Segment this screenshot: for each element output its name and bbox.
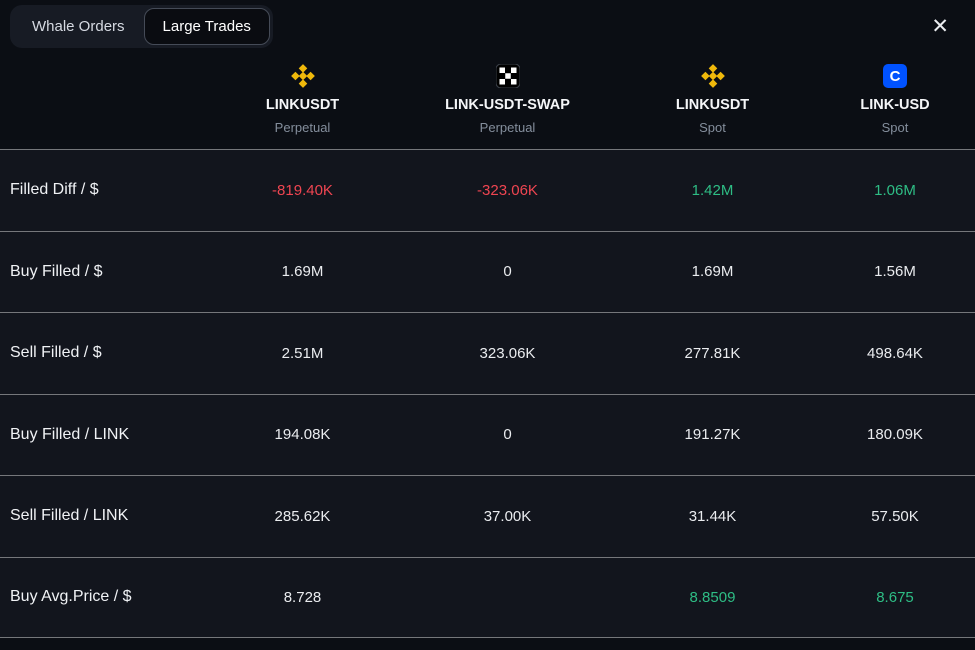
tab-whale-orders[interactable]: Whale Orders	[32, 18, 125, 35]
metrics-table: Filled Diff / $ -819.40K -323.06K 1.42M …	[0, 149, 975, 638]
cell: 2.51M	[200, 345, 405, 362]
cell: 1.56M	[815, 263, 975, 280]
column-market: Spot	[881, 120, 909, 135]
cell-value: 194.08K	[274, 426, 331, 444]
cell: 277.81K	[610, 345, 815, 362]
cell: 191.27K	[610, 426, 815, 443]
cell: 180.09K	[815, 426, 975, 443]
cell: 194.08K	[200, 426, 405, 443]
cell: 1.69M	[610, 263, 815, 280]
cell-value: 37.00K	[483, 507, 532, 525]
cell: 31.44K	[610, 508, 815, 525]
cell-value: 277.81K	[684, 344, 741, 362]
column-symbol: LINKUSDT	[675, 97, 750, 113]
cell-value: -819.40K	[272, 181, 333, 199]
row-label: Buy Filled / LINK	[10, 425, 130, 443]
table-row: Sell Filled / $ 2.51M 323.06K 277.81K 49…	[0, 312, 975, 394]
cell: 57.50K	[815, 508, 975, 525]
cell-value: 0	[503, 263, 512, 281]
table-row: Buy Avg.Price / $ 8.728 8.8509 8.675	[0, 556, 975, 638]
cell: 0	[405, 426, 610, 443]
cell-value: 1.56M	[874, 263, 916, 281]
column-symbol: LINK-USDT-SWAP	[445, 97, 570, 113]
cell-value: 8.728	[283, 588, 322, 606]
cell-value: -323.06K	[477, 181, 538, 199]
column-market: Spot	[699, 120, 726, 135]
column-symbol: LINKUSDT	[265, 97, 340, 113]
coinbase-letter: C	[883, 64, 907, 88]
table-row: Sell Filled / LINK 285.62K 37.00K 31.44K…	[0, 475, 975, 557]
cell-value: 498.64K	[867, 344, 923, 362]
table-row: Buy Filled / $ 1.69M 0 1.69M 1.56M	[0, 230, 975, 313]
cell: 1.42M	[610, 182, 815, 199]
cell-value: 1.06M	[874, 181, 916, 199]
top-bar: Whale Orders Large Trades ✕	[0, 0, 975, 53]
cell-value: 180.09K	[867, 426, 923, 444]
cell: -323.06K	[405, 182, 610, 199]
row-label: Filled Diff / $	[10, 181, 99, 199]
column-header-row: LINKUSDT Perpetual LINK-USDT-SWAP Perpet…	[0, 53, 975, 149]
cell: 8.728	[200, 589, 405, 606]
coinbase-icon: C	[882, 63, 908, 89]
row-label: Sell Filled / $	[10, 344, 102, 362]
column-header-binance-perp: LINKUSDT Perpetual	[200, 63, 405, 135]
cell-value: 57.50K	[871, 507, 919, 525]
cell: 498.64K	[815, 345, 975, 362]
cell: 37.00K	[405, 508, 610, 525]
row-label: Sell Filled / LINK	[10, 507, 129, 525]
cell-value: 1.69M	[691, 263, 734, 281]
cell-value: 8.675	[876, 588, 914, 606]
column-symbol: LINK-USD	[860, 97, 930, 113]
cell: 0	[405, 263, 610, 280]
binance-icon	[700, 63, 726, 89]
column-header-binance-spot: LINKUSDT Spot	[610, 63, 815, 135]
okx-icon	[495, 63, 521, 89]
cell-value: 1.69M	[281, 263, 324, 281]
cell-value: 191.27K	[684, 426, 741, 444]
column-header-coinbase-spot: C LINK-USD Spot	[815, 63, 975, 135]
cell: 1.06M	[815, 182, 975, 199]
tab-group: Whale Orders Large Trades	[10, 5, 273, 48]
cell-value: 31.44K	[688, 507, 737, 525]
row-label: Buy Avg.Price / $	[10, 588, 132, 606]
table-row: Buy Filled / LINK 194.08K 0 191.27K 180.…	[0, 393, 975, 476]
cell-value: 8.8509	[689, 588, 736, 606]
cell: -819.40K	[200, 182, 405, 199]
column-market: Perpetual	[274, 120, 331, 135]
cell-value: 285.62K	[274, 507, 331, 525]
cell: 285.62K	[200, 508, 405, 525]
column-header-okx-perp: LINK-USDT-SWAP Perpetual	[405, 63, 610, 135]
close-icon[interactable]: ✕	[931, 15, 949, 38]
cell: 1.69M	[200, 263, 405, 280]
row-label: Buy Filled / $	[10, 262, 103, 280]
cell: 8.8509	[610, 589, 815, 606]
cell: 323.06K	[405, 345, 610, 362]
cell-value: 0	[503, 426, 512, 444]
tab-large-trades[interactable]: Large Trades	[143, 8, 270, 45]
column-market: Perpetual	[479, 120, 536, 135]
cell-value: 323.06K	[479, 344, 536, 362]
cell-value: 1.42M	[691, 181, 734, 199]
binance-icon	[290, 63, 316, 89]
cell: 8.675	[815, 589, 975, 606]
cell-value: 2.51M	[281, 344, 324, 362]
table-row: Filled Diff / $ -819.40K -323.06K 1.42M …	[0, 149, 975, 231]
